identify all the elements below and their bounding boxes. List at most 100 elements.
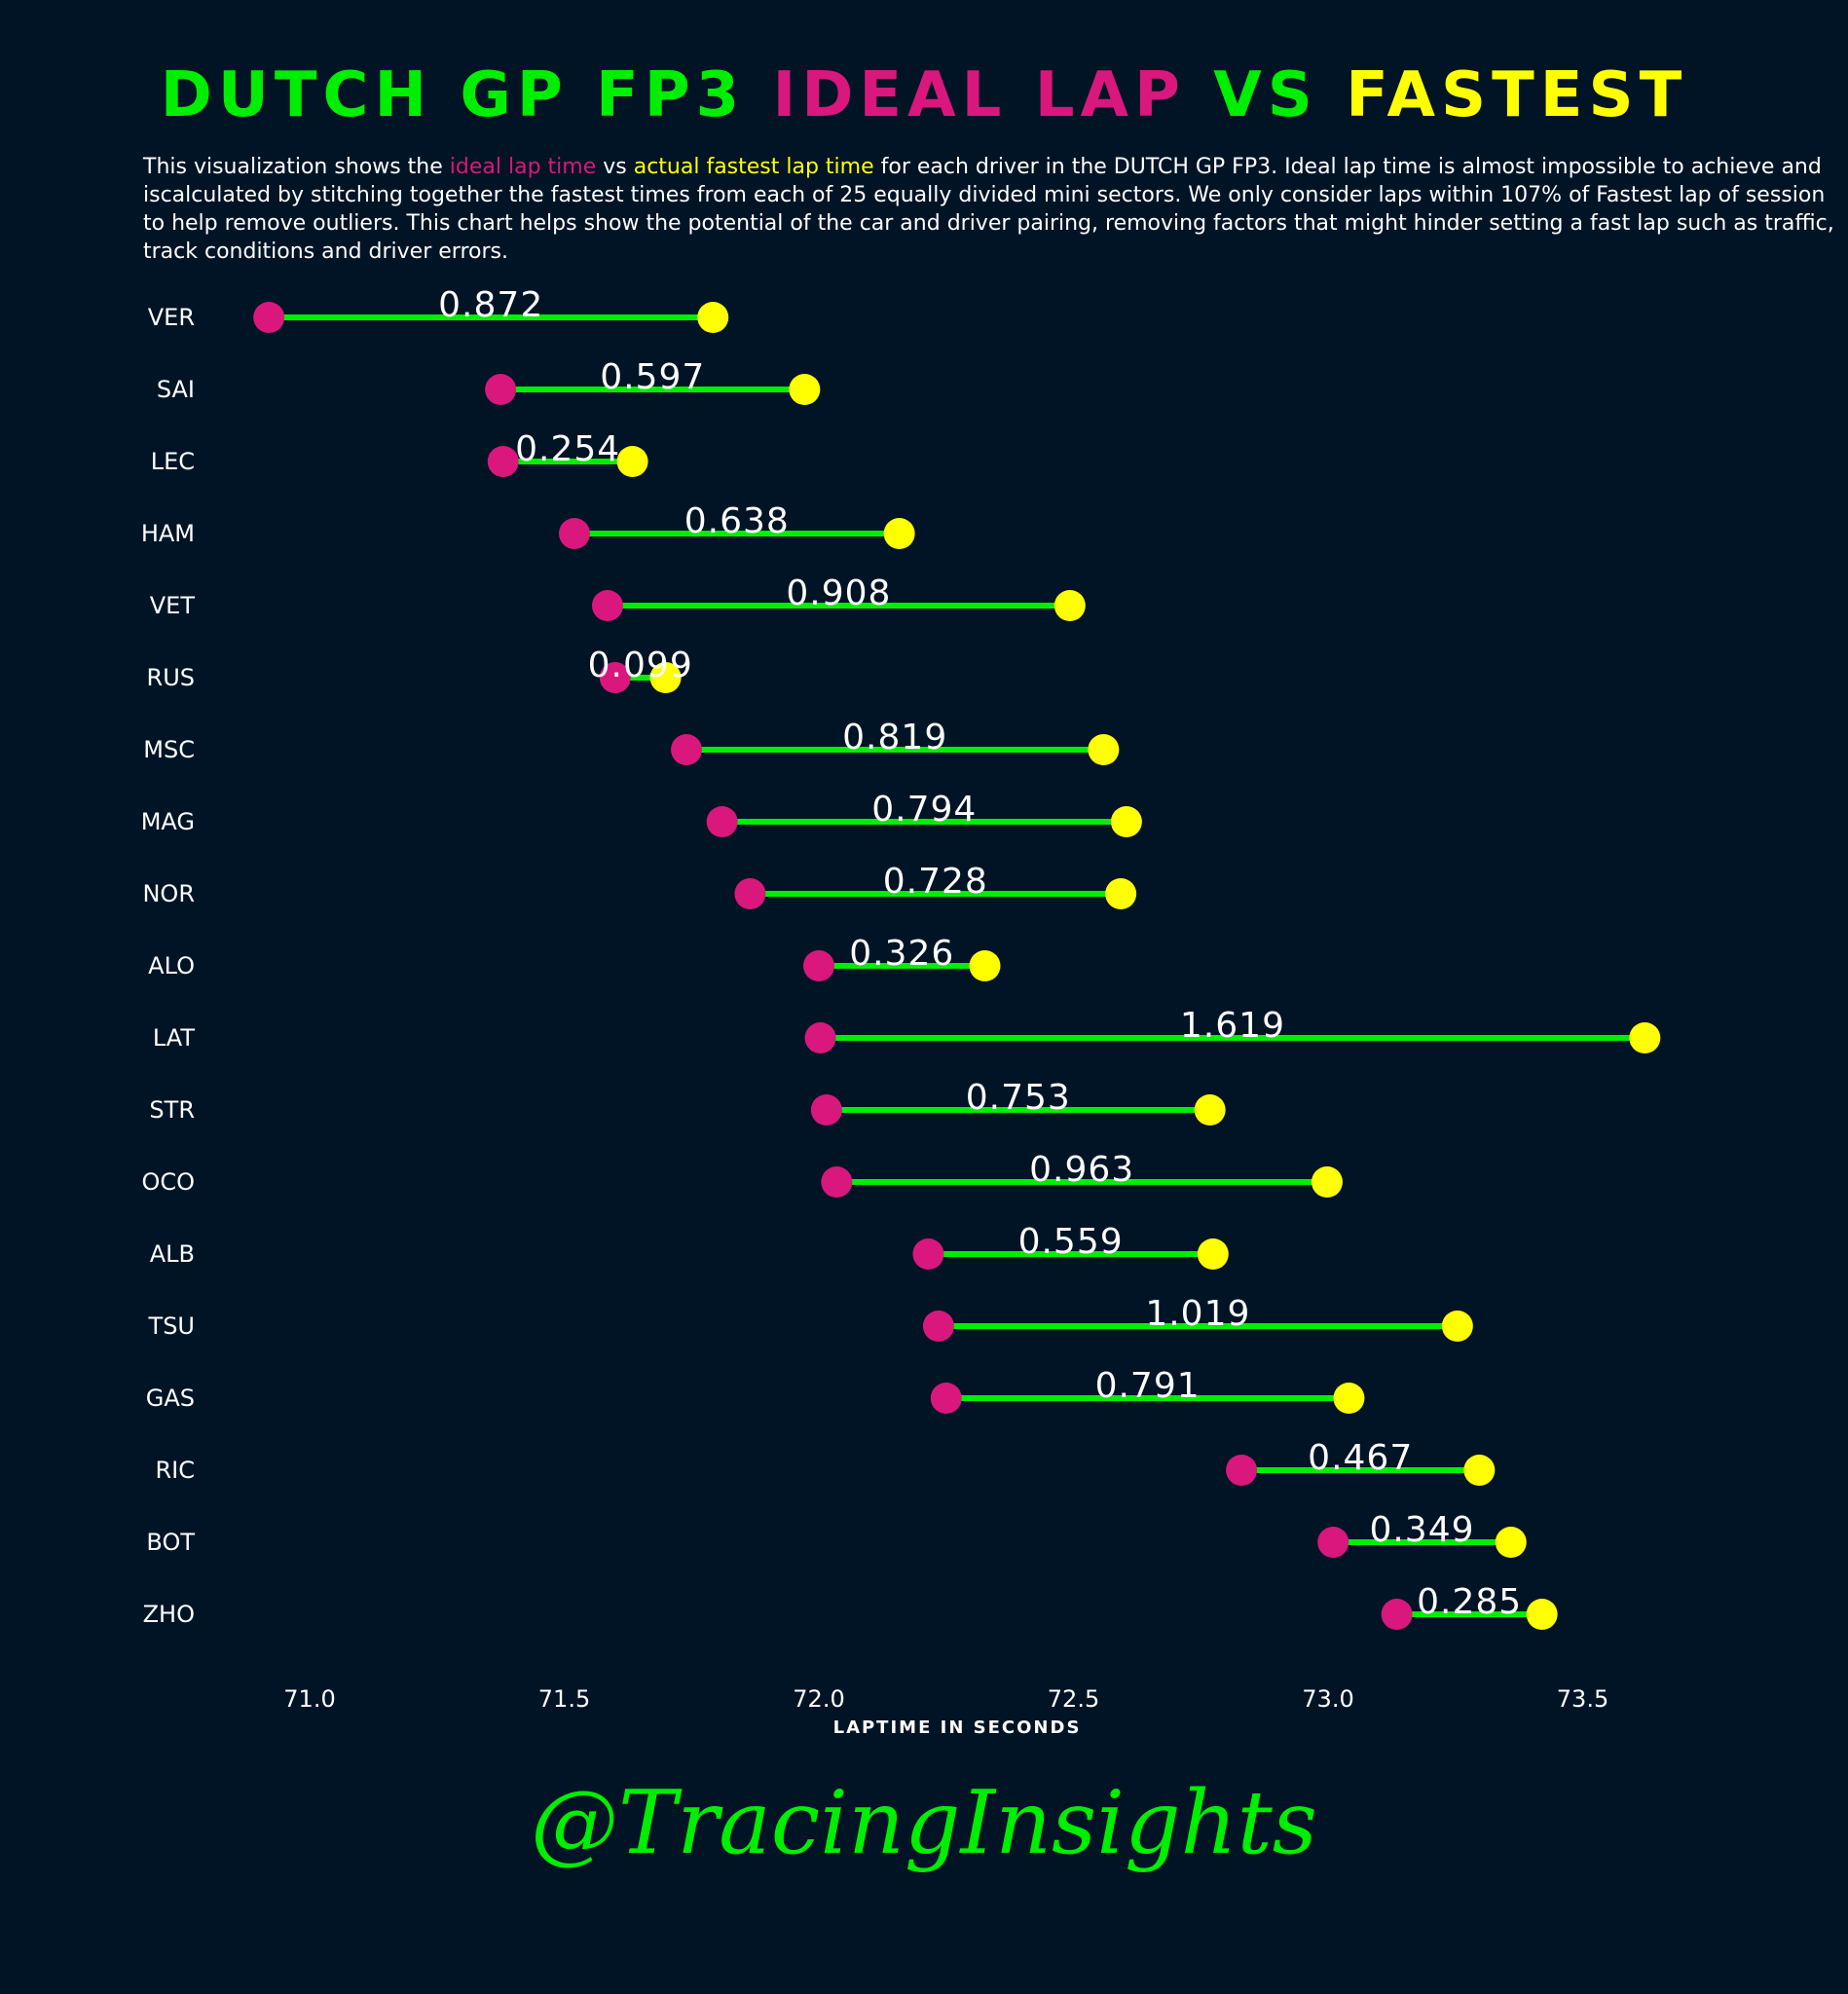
driver-label: VET	[150, 592, 196, 619]
driver-label: MSC	[143, 736, 195, 763]
delta-label: 0.559	[1018, 1222, 1124, 1262]
driver-row-bot: BOT 0.349	[146, 1510, 1527, 1558]
signature-watermark: @TracingInsights	[531, 1772, 1317, 1874]
driver-label: ALO	[148, 952, 195, 979]
delta-label: 0.326	[849, 934, 954, 974]
driver-label: LAT	[153, 1024, 195, 1052]
driver-row-zho: ZHO 0.285	[143, 1582, 1558, 1630]
x-tick-label: 73.5	[1557, 1685, 1608, 1713]
dumbbell-chart: VER 0.872 SAI 0.597 LEC 0.254 HAM 0.638 VET 0.908…	[141, 285, 1661, 1738]
description-mid: vs	[596, 155, 634, 179]
ideal-lap-point	[804, 1022, 836, 1053]
driver-row-rus: RUS 0.099	[147, 646, 693, 693]
driver-row-gas: GAS 0.791	[146, 1366, 1365, 1414]
fastest-lap-point	[1495, 1527, 1527, 1558]
ideal-lap-point	[1381, 1599, 1413, 1630]
description-post: for each driver in the DUTCH GP FP3. Ide…	[143, 155, 1834, 264]
driver-row-ric: RIC 0.467	[155, 1438, 1496, 1486]
driver-label: NOR	[142, 880, 195, 907]
driver-label: OCO	[141, 1168, 195, 1196]
fastest-lap-point	[1197, 1238, 1229, 1270]
driver-label: RIC	[155, 1457, 195, 1484]
ideal-lap-point	[803, 950, 834, 981]
ideal-lap-point	[930, 1383, 962, 1414]
ideal-lap-point	[671, 734, 703, 765]
description-pre: This visualization shows the	[143, 155, 450, 179]
delta-label: 0.285	[1417, 1582, 1522, 1622]
driver-row-lec: LEC 0.254	[151, 429, 648, 477]
driver-label: HAM	[141, 520, 195, 547]
ideal-lap-point	[1226, 1455, 1258, 1486]
driver-row-msc: MSC 0.819	[143, 718, 1120, 765]
delta-label: 0.908	[786, 573, 891, 613]
driver-row-alb: ALB 0.559	[150, 1222, 1229, 1270]
driver-row-str: STR 0.753	[149, 1078, 1226, 1126]
driver-label: RUS	[147, 664, 195, 691]
fastest-lap-point	[1088, 734, 1120, 765]
driver-row-tsu: TSU 1.019	[148, 1294, 1473, 1342]
delta-label: 0.963	[1029, 1150, 1134, 1190]
driver-label: VER	[148, 304, 195, 331]
title-part-ideal: IDEAL LAP	[772, 59, 1186, 131]
x-tick-label: 72.5	[1048, 1685, 1099, 1713]
fastest-lap-point	[1105, 878, 1137, 909]
ideal-lap-point	[487, 446, 519, 477]
chart-rows: VER 0.872 SAI 0.597 LEC 0.254 HAM 0.638 VET 0.908…	[141, 285, 1661, 1630]
delta-label: 0.254	[515, 429, 620, 469]
driver-row-oco: OCO 0.963	[141, 1150, 1343, 1198]
fastest-lap-point	[789, 374, 821, 405]
chart-title: DUTCH GP FP3 IDEAL LAP VS FASTEST	[0, 64, 1848, 127]
title-part-event: DUTCH GP FP3	[160, 59, 746, 131]
delta-label: 0.728	[883, 862, 988, 902]
driver-row-sai: SAI 0.597	[157, 357, 821, 405]
driver-label: BOT	[146, 1529, 195, 1556]
delta-label: 0.597	[600, 357, 705, 397]
fastest-lap-point	[616, 446, 648, 477]
ideal-lap-point	[558, 518, 590, 549]
driver-row-ver: VER 0.872	[148, 285, 729, 333]
ideal-lap-point	[599, 662, 631, 693]
delta-label: 0.638	[684, 501, 790, 541]
driver-label: LEC	[151, 448, 195, 475]
fastest-lap-point	[1311, 1166, 1343, 1198]
delta-label: 0.872	[438, 285, 543, 325]
driver-label: ALB	[150, 1240, 195, 1268]
delta-label: 0.099	[588, 646, 693, 685]
ideal-lap-point	[821, 1166, 853, 1198]
driver-row-vet: VET 0.908	[150, 573, 1086, 621]
fastest-lap-point	[649, 662, 682, 693]
delta-label: 1.019	[1145, 1294, 1250, 1334]
title-part-vs: VS	[1213, 59, 1318, 131]
x-tick-label: 72.0	[793, 1685, 844, 1713]
description-ideal-highlight: ideal lap time	[449, 155, 597, 179]
driver-row-lat: LAT 1.619	[153, 1006, 1661, 1053]
fastest-lap-point	[1053, 590, 1086, 621]
driver-row-ham: HAM 0.638	[141, 501, 915, 549]
fastest-lap-point	[883, 518, 915, 549]
fastest-lap-point	[1526, 1599, 1558, 1630]
ideal-lap-point	[1317, 1527, 1349, 1558]
ideal-lap-point	[591, 590, 623, 621]
delta-label: 0.791	[1095, 1366, 1201, 1406]
fastest-lap-point	[1110, 806, 1142, 837]
fastest-lap-point	[697, 302, 729, 333]
driver-row-mag: MAG 0.794	[141, 790, 1142, 837]
driver-row-nor: NOR 0.728	[142, 862, 1137, 909]
fastest-lap-point	[1463, 1455, 1496, 1486]
driver-label: GAS	[146, 1385, 195, 1412]
fastest-lap-point	[1333, 1383, 1365, 1414]
x-axis-label: LAPTIME IN SECONDS	[833, 1717, 1082, 1738]
driver-label: TSU	[148, 1312, 195, 1340]
fastest-lap-point	[1194, 1094, 1226, 1126]
ideal-lap-point	[810, 1094, 842, 1126]
x-tick-label: 71.0	[283, 1685, 335, 1713]
ideal-lap-point	[485, 374, 517, 405]
x-axis: 71.0 71.5 72.0 72.5 73.0 73.5	[283, 1685, 1608, 1713]
driver-label: SAI	[157, 376, 195, 403]
delta-label: 0.467	[1308, 1438, 1413, 1478]
fastest-lap-point	[1629, 1022, 1661, 1053]
driver-label: ZHO	[143, 1601, 195, 1628]
ideal-lap-point	[734, 878, 766, 909]
ideal-lap-point	[706, 806, 738, 837]
driver-label: MAG	[141, 808, 195, 835]
